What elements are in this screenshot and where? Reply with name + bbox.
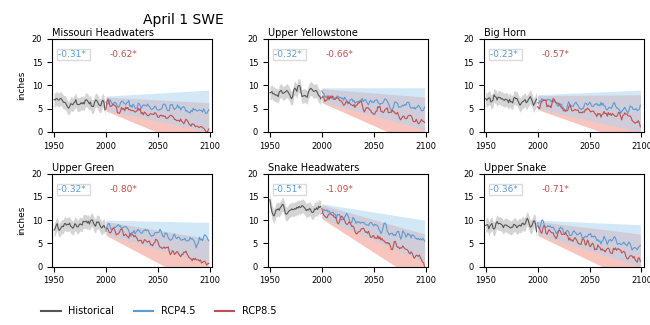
- Y-axis label: inches: inches: [17, 71, 26, 100]
- Text: -0.71*: -0.71*: [541, 185, 569, 194]
- Text: Upper Snake: Upper Snake: [484, 163, 546, 173]
- Y-axis label: inches: inches: [17, 205, 26, 235]
- Text: -0.80*: -0.80*: [110, 185, 138, 194]
- Text: -0.31*: -0.31*: [58, 50, 89, 59]
- Text: -0.23*: -0.23*: [490, 50, 521, 59]
- Text: -1.09*: -1.09*: [326, 185, 354, 194]
- Text: Upper Green: Upper Green: [52, 163, 114, 173]
- Text: Upper Yellowstone: Upper Yellowstone: [268, 28, 358, 38]
- Text: -0.62*: -0.62*: [110, 50, 138, 59]
- Text: -0.51*: -0.51*: [274, 185, 305, 194]
- Text: -0.36*: -0.36*: [490, 185, 521, 194]
- Text: Snake Headwaters: Snake Headwaters: [268, 163, 359, 173]
- Text: -0.32*: -0.32*: [274, 50, 305, 59]
- Text: Missouri Headwaters: Missouri Headwaters: [52, 28, 154, 38]
- Text: Big Horn: Big Horn: [484, 28, 526, 38]
- Text: -0.66*: -0.66*: [326, 50, 354, 59]
- Text: April 1 SWE: April 1 SWE: [143, 13, 224, 27]
- Legend: Historical, RCP4.5, RCP8.5: Historical, RCP4.5, RCP8.5: [37, 302, 281, 320]
- Text: -0.32*: -0.32*: [58, 185, 89, 194]
- Text: -0.57*: -0.57*: [541, 50, 569, 59]
